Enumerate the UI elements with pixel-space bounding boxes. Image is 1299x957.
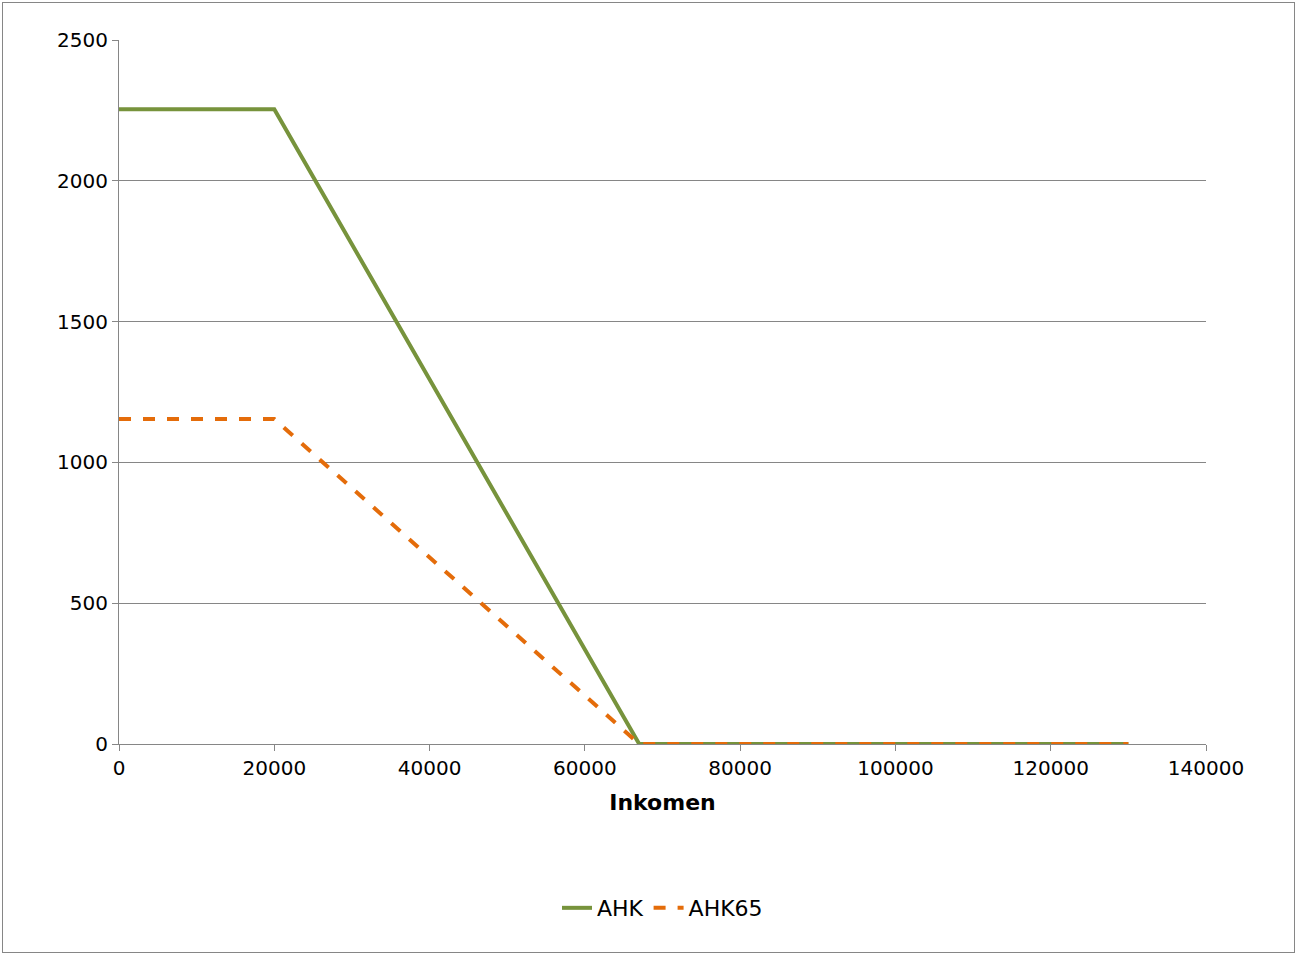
svg-text:60000: 60000 bbox=[553, 756, 617, 780]
svg-text:AHK: AHK bbox=[597, 896, 644, 921]
svg-text:Inkomen: Inkomen bbox=[609, 790, 716, 815]
svg-text:100000: 100000 bbox=[857, 756, 933, 780]
svg-text:1000: 1000 bbox=[57, 450, 108, 474]
svg-text:40000: 40000 bbox=[398, 756, 462, 780]
svg-text:500: 500 bbox=[70, 591, 108, 615]
svg-text:1500: 1500 bbox=[57, 310, 108, 334]
svg-text:20000: 20000 bbox=[242, 756, 306, 780]
svg-text:2500: 2500 bbox=[57, 28, 108, 52]
svg-text:0: 0 bbox=[95, 732, 108, 756]
svg-text:2000: 2000 bbox=[57, 169, 108, 193]
svg-text:80000: 80000 bbox=[708, 756, 772, 780]
svg-text:120000: 120000 bbox=[1013, 756, 1089, 780]
svg-text:140000: 140000 bbox=[1168, 756, 1244, 780]
svg-text:0: 0 bbox=[113, 756, 126, 780]
svg-text:AHK65: AHK65 bbox=[689, 896, 763, 921]
